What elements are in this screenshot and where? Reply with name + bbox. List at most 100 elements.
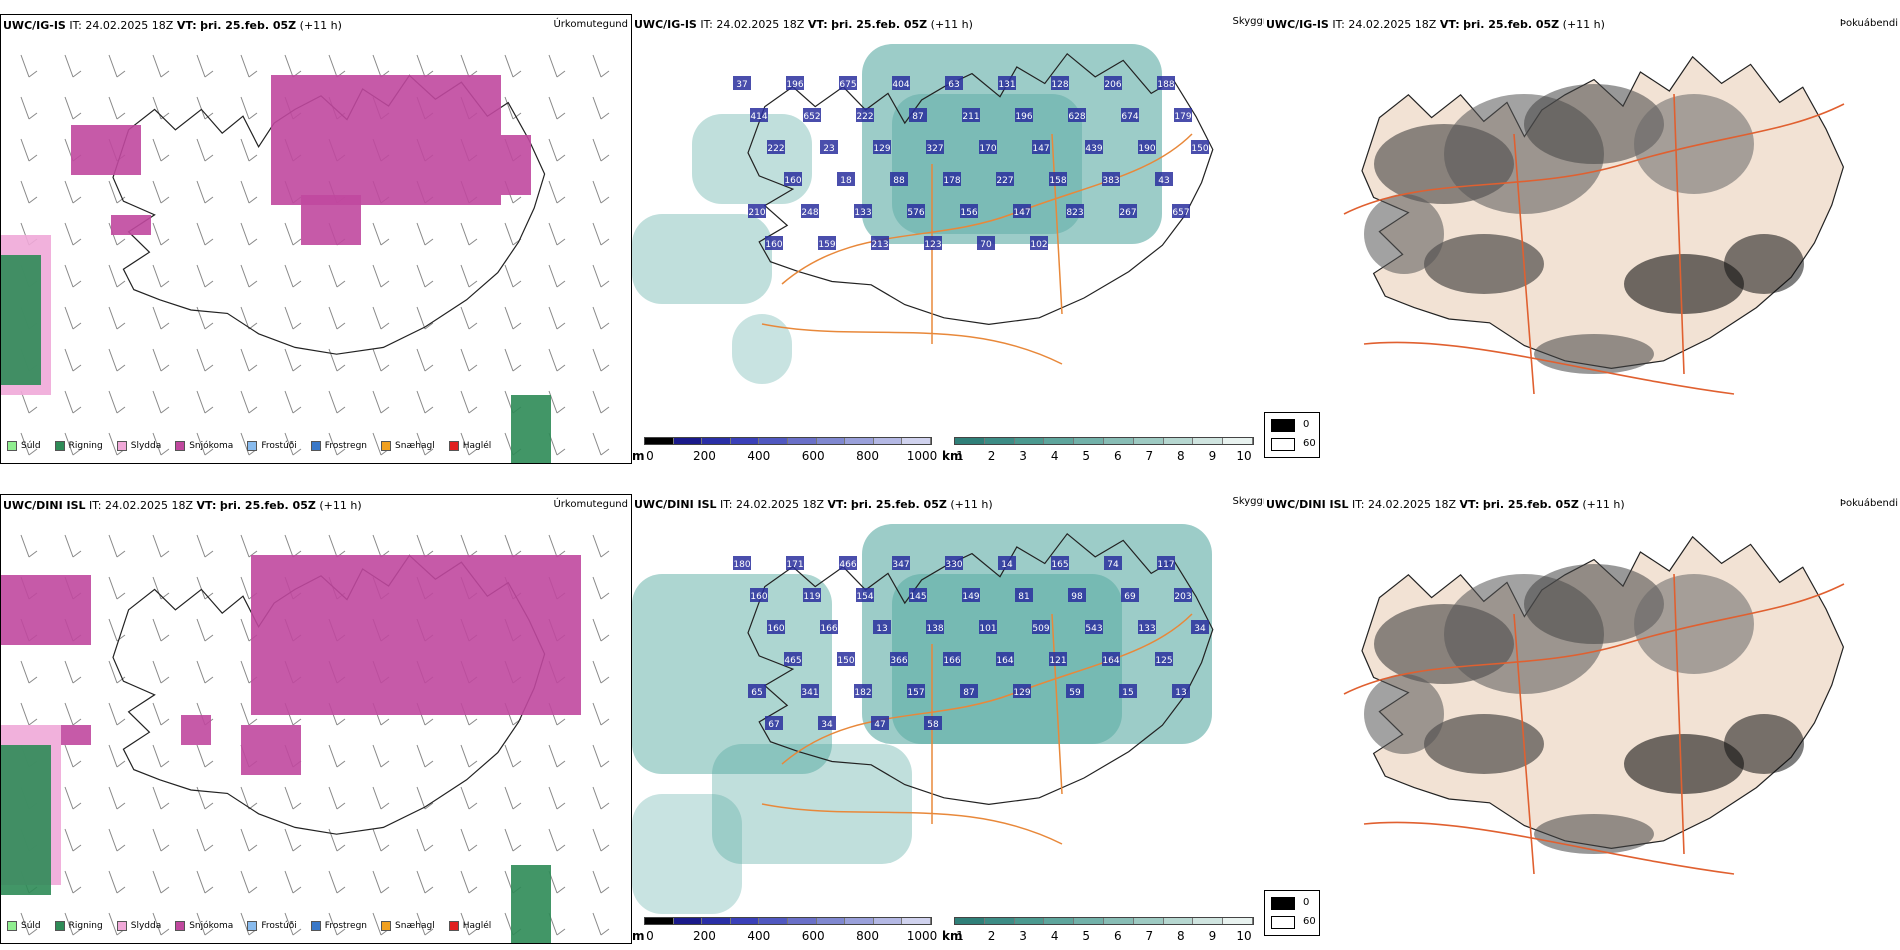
visibility-value: 158 [1049,176,1066,186]
wind-barb [460,432,478,456]
visibility-value: 160 [750,592,767,602]
visibility-cell [924,236,942,250]
precip-type-panel-top: UWC/IG-IS IT: 24.02.2025 18Z VT: þri. 25… [0,14,632,464]
precip-area [61,725,91,745]
wind-barb [372,306,390,330]
wind-barb [284,306,302,330]
legend-swatch [381,921,392,931]
visibility-value: 133 [1138,624,1155,634]
visibility-cell [803,108,821,122]
colorbar-tick: 2 [987,449,996,463]
legend-label: Frostregn [324,441,368,451]
wind-barb [20,96,38,120]
wind-barb [108,702,126,726]
wind-barb [372,534,390,558]
visibility-cell [979,140,997,154]
legend-swatch [448,921,459,931]
wind-barb [152,138,170,162]
visibility-cell [1030,236,1048,250]
wind-barb [416,786,434,810]
visibility-value: 210 [748,208,765,218]
visibility-field [632,524,1212,914]
colorbar-step [1133,438,1164,444]
wind-barb [328,432,346,456]
wind-barb [152,54,170,78]
visibility-value: 157 [907,688,924,698]
visibility-cell [943,652,961,666]
visibility-value: 129 [1013,688,1030,698]
visibility-cell [748,684,766,698]
visibility-value: 150 [1191,144,1208,154]
visibility-cell [873,140,891,154]
visibility-value: 628 [1068,112,1085,122]
visibility-cell [1085,620,1103,634]
wind-barb [284,912,302,936]
wind-barb [416,744,434,768]
wind-barb [284,222,302,246]
wind-barb [196,348,214,372]
wind-barb [328,870,346,894]
visibility-value: 121 [1049,656,1066,666]
visibility-cell [892,76,910,90]
visibility-value: 13 [876,624,887,634]
wind-barb [592,828,610,852]
visibility-cell [820,620,838,634]
visibility-value: 119 [803,592,820,602]
visibility-cell [945,556,963,570]
visibility-value: 87 [912,112,923,122]
visibility-cell [998,556,1016,570]
legend-label: Snæhagl [395,921,435,931]
visibility-zone [712,744,912,864]
visibility-cell [854,684,872,698]
wind-barb [416,264,434,288]
legend-label: Rigning [68,921,103,931]
visibility-value: 23 [823,144,834,154]
fog-spot [1634,94,1754,194]
road-line [1343,573,1845,875]
wind-barb [196,912,214,936]
fog-spot [1724,234,1804,294]
wind-barb [592,96,610,120]
wind-barb [548,828,566,852]
wind-barb [64,264,82,288]
legend-label: Snjókoma [189,441,234,451]
fog-spot [1524,564,1664,644]
visibility-cell [1085,140,1103,154]
legend-label: Súld [21,921,41,931]
wind-barb [64,306,82,330]
visibility-cell [1066,684,1084,698]
legend-swatch [7,441,17,451]
wind-barb [152,180,170,204]
visibility-value: 18 [840,176,852,186]
visibility-cell [784,172,802,186]
wind-barb [240,54,258,78]
colorbar-tick: 1000 [906,929,938,943]
wind-barb [548,180,566,204]
colorbar-step [702,918,731,924]
wind-barb [504,786,522,810]
visibility-cell [1157,76,1175,90]
visibility-value: 149 [962,592,979,602]
wind-barb [372,786,390,810]
colorbar-step [1163,918,1194,924]
visibility-cell [784,652,802,666]
wind-barb [196,660,214,684]
fog-spot [1534,814,1654,854]
wind-barb [460,390,478,414]
precip-legend: Súld Rigning Slydda Snjókoma Frostúði Frostre… [7,921,491,931]
visibility-value: 160 [784,176,801,186]
snow-area [1,75,551,463]
colorbar-step [1044,438,1075,444]
colorbar-tick: 400 [747,929,771,943]
wind-barb [548,96,566,120]
visibility-cell [733,76,751,90]
wind-barb [548,870,566,894]
visibility-cell [1119,204,1137,218]
visibility-cell [765,236,783,250]
wind-barb [20,660,38,684]
wind-barb [64,870,82,894]
wind-barb [64,786,82,810]
iceland-coastline [747,532,1214,806]
wind-barb [504,54,522,78]
colorbar-step [730,918,760,924]
